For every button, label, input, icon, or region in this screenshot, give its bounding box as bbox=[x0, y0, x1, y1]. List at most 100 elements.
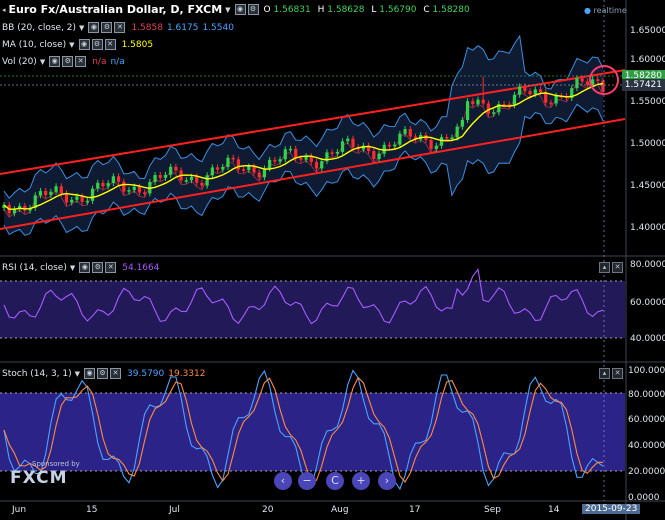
candle-body bbox=[200, 182, 204, 186]
ma-dropdown-icon[interactable]: ▼ bbox=[69, 40, 75, 49]
candle-body bbox=[283, 149, 287, 160]
candle-body bbox=[85, 200, 89, 203]
candle-body bbox=[387, 144, 392, 147]
ohlc-close-value: 1.58280 bbox=[432, 4, 470, 15]
candle-body bbox=[325, 152, 329, 162]
ohlc-high-key: H bbox=[317, 4, 325, 15]
ma-value: 1.5805 bbox=[121, 39, 154, 50]
candle-body bbox=[492, 112, 496, 114]
stoch-tick: 80.0000 bbox=[628, 390, 665, 400]
vol-close-icon[interactable]: ✕ bbox=[75, 56, 87, 67]
vol-dropdown-icon[interactable]: ▼ bbox=[39, 57, 46, 66]
stoch-dropdown-icon[interactable]: ▼ bbox=[74, 369, 81, 378]
rsi-line bbox=[3, 268, 604, 325]
zoom-out-button[interactable]: − bbox=[298, 472, 316, 490]
rsi-close-icon[interactable]: ✕ bbox=[105, 262, 117, 273]
candle-body bbox=[294, 148, 298, 159]
candle-body bbox=[465, 101, 470, 120]
bb-eye-icon[interactable]: ◉ bbox=[88, 22, 100, 33]
header-arrow-icon: ◂ bbox=[2, 5, 6, 14]
settings-icon[interactable]: ⚙ bbox=[247, 4, 259, 15]
ma-close-icon[interactable]: ✕ bbox=[104, 39, 116, 50]
vol-eye-icon[interactable]: ◉ bbox=[49, 56, 61, 67]
ohlc-open-key: O bbox=[263, 4, 271, 15]
title-dropdown-icon[interactable]: ▼ bbox=[225, 5, 231, 14]
bb-dropdown-icon[interactable]: ▼ bbox=[79, 23, 85, 32]
price-tick: 1.60000 bbox=[630, 55, 665, 65]
bb-settings-icon[interactable]: ⚙ bbox=[101, 22, 113, 33]
scroll-right-button[interactable]: › bbox=[378, 472, 396, 490]
eye-icon[interactable]: ◉ bbox=[234, 4, 246, 15]
stoch-name: Stoch (14, 3, 1) bbox=[2, 368, 72, 379]
candle-body bbox=[262, 168, 267, 178]
candle-body bbox=[580, 78, 584, 82]
stoch-tick: 20.0000 bbox=[628, 467, 665, 477]
candle-body bbox=[398, 133, 402, 145]
candle-body bbox=[570, 88, 574, 98]
bb-lower-line bbox=[3, 103, 604, 236]
sponsor-badge[interactable]: Sponsored by FXCM bbox=[10, 460, 80, 488]
rsi-collapse-icon[interactable]: ▴ bbox=[599, 262, 610, 273]
candle-body bbox=[132, 186, 136, 191]
rsi-tick: 80.0000 bbox=[630, 260, 665, 270]
scroll-left-button[interactable]: ‹ bbox=[274, 472, 292, 490]
zoom-in-button[interactable]: + bbox=[352, 472, 370, 490]
candle-body bbox=[122, 181, 126, 192]
legend-stoch: Stoch (14, 3, 1) ▼ ◉ ⚙ ✕ 39.5790 19.3312 bbox=[2, 368, 205, 379]
vol-value-2: n/a bbox=[110, 56, 125, 67]
candle-body bbox=[242, 169, 246, 171]
candle-body bbox=[445, 137, 449, 139]
candle-body bbox=[75, 196, 79, 200]
rsi-band bbox=[0, 281, 625, 338]
candle-body bbox=[486, 103, 491, 114]
rsi-settings-icon[interactable]: ⚙ bbox=[92, 262, 104, 273]
candle-body bbox=[12, 209, 17, 214]
candle-body bbox=[502, 104, 506, 106]
bb-close-icon[interactable]: ✕ bbox=[114, 22, 126, 33]
channel-lower-line bbox=[0, 118, 626, 230]
reset-chart-button[interactable]: C bbox=[326, 472, 344, 490]
ohlc-low-value: 1.56790 bbox=[379, 4, 417, 15]
candle-body bbox=[221, 166, 225, 170]
chart-header: ◂ Euro Fx/Australian Dollar, D, FXCM ▼ ◉… bbox=[2, 3, 474, 16]
rsi-dropdown-icon[interactable]: ▼ bbox=[69, 263, 76, 272]
bb-basis-line bbox=[3, 81, 604, 218]
candle-body bbox=[549, 102, 553, 105]
candle-body bbox=[111, 176, 115, 184]
candle-body bbox=[106, 183, 110, 187]
time-label: Sep bbox=[484, 505, 501, 515]
stoch-tick: 40.0000 bbox=[628, 441, 665, 451]
candle-body bbox=[116, 176, 121, 182]
ma-settings-icon[interactable]: ⚙ bbox=[91, 39, 103, 50]
stoch-close-icon[interactable]: ✕ bbox=[110, 368, 122, 379]
rsi-pane-close-icon[interactable]: ✕ bbox=[612, 262, 623, 273]
realtime-label: realtime bbox=[593, 6, 627, 15]
candle-body bbox=[257, 172, 261, 178]
bb-value-lower: 1.5540 bbox=[202, 22, 234, 33]
candle-body bbox=[158, 175, 162, 178]
stoch-collapse-icon[interactable]: ▴ bbox=[599, 368, 610, 379]
candle-body bbox=[533, 89, 537, 95]
candle-body bbox=[288, 148, 293, 151]
rsi-tick: 40.0000 bbox=[630, 334, 665, 344]
candle-body bbox=[320, 161, 324, 169]
candle-body bbox=[215, 167, 220, 170]
candle-body bbox=[101, 182, 105, 187]
stoch-pane-close-icon[interactable]: ✕ bbox=[612, 368, 623, 379]
ohlc-open-value: 1.56831 bbox=[273, 4, 311, 15]
stoch-settings-icon[interactable]: ⚙ bbox=[97, 368, 109, 379]
ma-eye-icon[interactable]: ◉ bbox=[78, 39, 90, 50]
candle-body bbox=[596, 79, 600, 81]
vol-value-1: n/a bbox=[92, 56, 107, 67]
legend-vol: Vol (20) ▼ ◉ ⚙ ✕ n/a n/a bbox=[2, 56, 125, 67]
stoch-eye-icon[interactable]: ◉ bbox=[84, 368, 96, 379]
rsi-eye-icon[interactable]: ◉ bbox=[79, 262, 91, 273]
vol-settings-icon[interactable]: ⚙ bbox=[62, 56, 74, 67]
candle-body bbox=[137, 186, 142, 193]
candle-body bbox=[523, 86, 527, 92]
candle-body bbox=[205, 175, 209, 186]
candle-body bbox=[195, 176, 199, 183]
highlight-circle bbox=[589, 65, 619, 95]
rsi-value: 54.1664 bbox=[122, 262, 160, 273]
